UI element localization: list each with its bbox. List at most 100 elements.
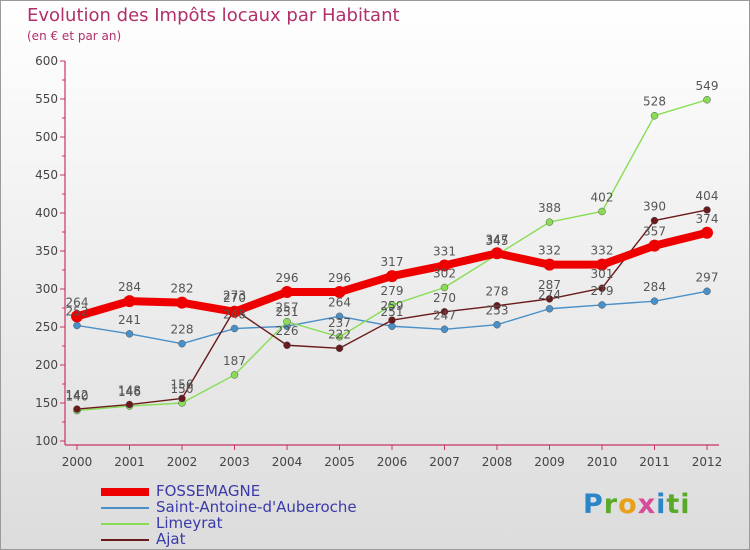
data-point xyxy=(228,305,241,318)
data-label: 374 xyxy=(696,212,719,226)
x-tick-label: 2007 xyxy=(429,455,460,469)
y-tick-label: 550 xyxy=(35,92,58,106)
data-point xyxy=(543,258,556,271)
y-tick-label: 350 xyxy=(35,244,58,258)
data-point xyxy=(545,295,554,303)
data-label: 301 xyxy=(591,267,614,281)
data-label: 296 xyxy=(276,271,299,285)
data-point xyxy=(388,301,396,309)
data-label: 279 xyxy=(591,284,614,298)
y-tick-label: 250 xyxy=(35,320,58,334)
data-point xyxy=(440,283,449,292)
chart-subtitle: (en € et par an) xyxy=(27,29,122,43)
data-label: 345 xyxy=(486,234,509,248)
data-label: 332 xyxy=(591,244,614,258)
data-point xyxy=(71,310,83,323)
data-label: 297 xyxy=(696,270,719,284)
data-label: 222 xyxy=(328,327,351,341)
data-point xyxy=(386,270,398,283)
data-point xyxy=(491,247,503,260)
data-point xyxy=(648,239,661,252)
y-tick-label: 450 xyxy=(35,168,58,182)
y-tick-label: 150 xyxy=(35,396,58,410)
data-label: 278 xyxy=(486,285,509,299)
data-point xyxy=(650,216,659,225)
data-label: 187 xyxy=(223,354,246,368)
data-label: 528 xyxy=(643,95,666,109)
data-label: 264 xyxy=(328,295,351,309)
data-point xyxy=(283,341,291,349)
data-label: 270 xyxy=(433,291,456,305)
data-label: 259 xyxy=(381,299,404,313)
y-tick-label: 500 xyxy=(35,130,58,144)
data-point xyxy=(125,330,134,338)
x-tick-label: 2010 xyxy=(587,455,618,469)
data-label: 247 xyxy=(433,308,456,322)
x-tick-label: 2004 xyxy=(272,455,303,469)
legend-label: Limeyrat xyxy=(156,514,223,532)
data-point xyxy=(335,344,344,353)
data-point xyxy=(703,206,711,214)
data-point xyxy=(335,312,344,321)
x-tick-label: 2006 xyxy=(377,455,408,469)
legend-swatch xyxy=(101,488,149,496)
data-point xyxy=(545,305,554,313)
data-point xyxy=(123,295,136,308)
data-label: 404 xyxy=(696,189,719,203)
data-label: 252 xyxy=(66,304,89,318)
data-label: 347 xyxy=(486,232,509,246)
data-label: 357 xyxy=(643,225,666,239)
data-point xyxy=(176,296,188,309)
data-label: 287 xyxy=(538,278,561,292)
data-label: 284 xyxy=(118,280,141,294)
proxiti-logo: Proxiti xyxy=(583,489,691,520)
y-tick-label: 400 xyxy=(35,206,58,220)
data-point xyxy=(230,371,239,379)
data-point xyxy=(283,317,291,326)
data-point xyxy=(598,284,606,292)
x-tick-label: 2008 xyxy=(482,455,513,469)
data-point xyxy=(493,301,501,310)
data-label: 140 xyxy=(66,390,89,404)
data-point xyxy=(333,286,346,299)
data-label: 148 xyxy=(118,384,141,398)
legend-swatch xyxy=(101,523,149,525)
y-tick-label: 600 xyxy=(35,54,58,68)
data-point xyxy=(596,258,608,271)
x-tick-label: 2005 xyxy=(324,455,355,469)
data-point xyxy=(598,301,606,309)
data-label: 296 xyxy=(328,271,351,285)
data-point xyxy=(73,321,81,330)
data-label: 156 xyxy=(171,377,194,391)
data-point xyxy=(125,400,134,409)
data-point xyxy=(73,405,81,413)
legend-label: Ajat xyxy=(156,530,186,548)
x-tick-label: 2002 xyxy=(167,455,198,469)
x-tick-label: 2009 xyxy=(534,455,565,469)
legend-label: FOSSEMAGNE xyxy=(156,482,261,500)
data-label: 402 xyxy=(591,190,614,204)
data-label: 150 xyxy=(171,382,194,396)
data-label: 390 xyxy=(643,200,666,214)
x-tick-label: 2012 xyxy=(692,455,723,469)
data-label: 241 xyxy=(118,313,141,327)
data-point xyxy=(703,96,711,104)
data-point xyxy=(388,316,396,324)
legend-swatch xyxy=(101,539,149,541)
data-label: 264 xyxy=(66,295,89,309)
x-tick-label: 2000 xyxy=(62,455,93,469)
data-label: 279 xyxy=(381,284,404,298)
data-label: 146 xyxy=(118,385,141,399)
data-point xyxy=(703,287,711,296)
data-label: 228 xyxy=(171,323,194,337)
data-point xyxy=(650,297,659,305)
data-label: 251 xyxy=(276,305,299,319)
data-point xyxy=(335,333,344,341)
data-label: 284 xyxy=(643,280,666,294)
data-point xyxy=(440,308,449,316)
data-point xyxy=(493,320,501,329)
y-tick-label: 300 xyxy=(35,282,58,296)
legend-label: Saint-Antoine-d'Auberoche xyxy=(156,498,357,516)
